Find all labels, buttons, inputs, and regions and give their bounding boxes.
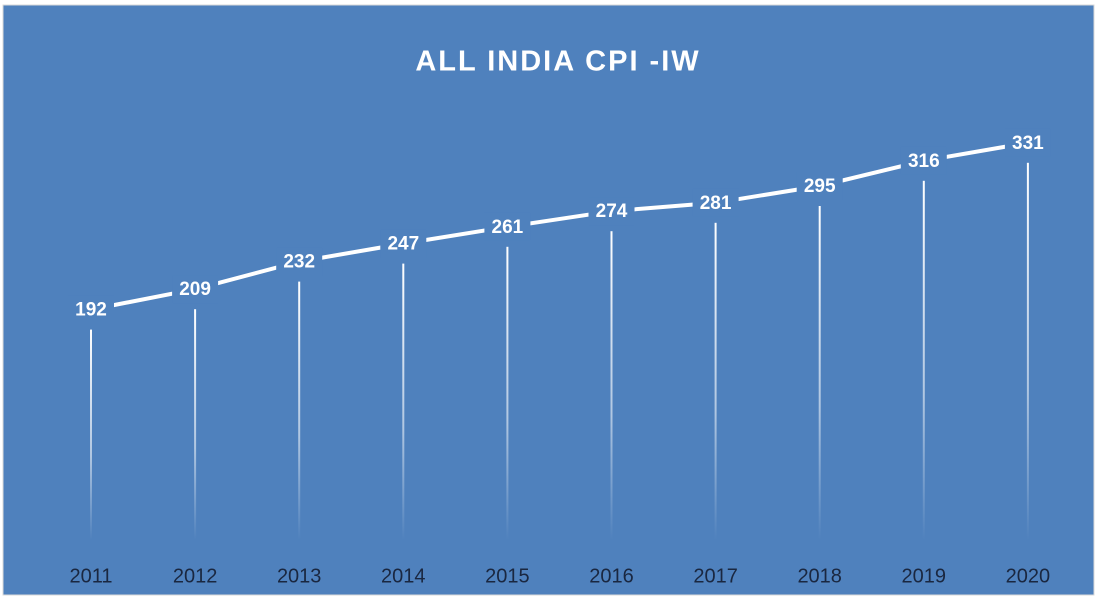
drop-line — [818, 206, 821, 540]
data-label: 274 — [596, 201, 628, 222]
x-tick-label: 2014 — [381, 565, 426, 587]
data-label-background — [692, 188, 739, 217]
x-tick-label: 2018 — [797, 565, 842, 587]
drop-line — [90, 329, 92, 540]
x-tick-label: 2016 — [589, 565, 634, 587]
data-label: 281 — [700, 193, 732, 214]
drop-line — [402, 263, 405, 540]
data-label: 261 — [492, 217, 524, 238]
data-label: 209 — [179, 279, 211, 300]
x-tick-label: 2017 — [693, 565, 738, 587]
data-label-background — [68, 295, 114, 324]
line — [89, 140, 1030, 312]
data-label-background — [276, 247, 323, 276]
data-label-background — [588, 197, 635, 226]
data-label: 232 — [283, 252, 315, 273]
chart-title: ALL INDIA CPI -IW — [415, 46, 700, 78]
x-tick-label: 2020 — [1006, 565, 1051, 587]
data-label-background — [796, 172, 843, 200]
chart-background — [2, 4, 1095, 596]
data-label: 331 — [1012, 133, 1044, 154]
drop-line — [922, 180, 925, 541]
data-label: 316 — [908, 151, 940, 172]
data-label-background — [484, 212, 531, 241]
data-label-background — [1004, 128, 1051, 157]
data-label: 295 — [804, 176, 836, 197]
drop-line — [194, 309, 197, 540]
plot-area: 2011 2012 2013 2014 2015 2016 2017 2018 2019 2020… — [68, 128, 1051, 587]
data-label: 192 — [75, 300, 107, 321]
x-tick-label: 2013 — [277, 565, 322, 587]
x-tick-label: 2011 — [69, 565, 112, 587]
drop-line — [610, 231, 613, 540]
data-label: 247 — [387, 234, 419, 255]
drop-line — [506, 246, 509, 541]
data-label-background — [380, 229, 427, 258]
x-tick-label: 2012 — [173, 565, 218, 587]
drop-line — [1026, 162, 1029, 541]
x-tick-label: 2015 — [485, 565, 530, 587]
data-label-background — [172, 275, 219, 304]
x-tick-label: 2019 — [902, 565, 947, 587]
data-label-background — [900, 146, 947, 175]
drop-line — [714, 222, 717, 541]
drop-line — [298, 281, 301, 540]
